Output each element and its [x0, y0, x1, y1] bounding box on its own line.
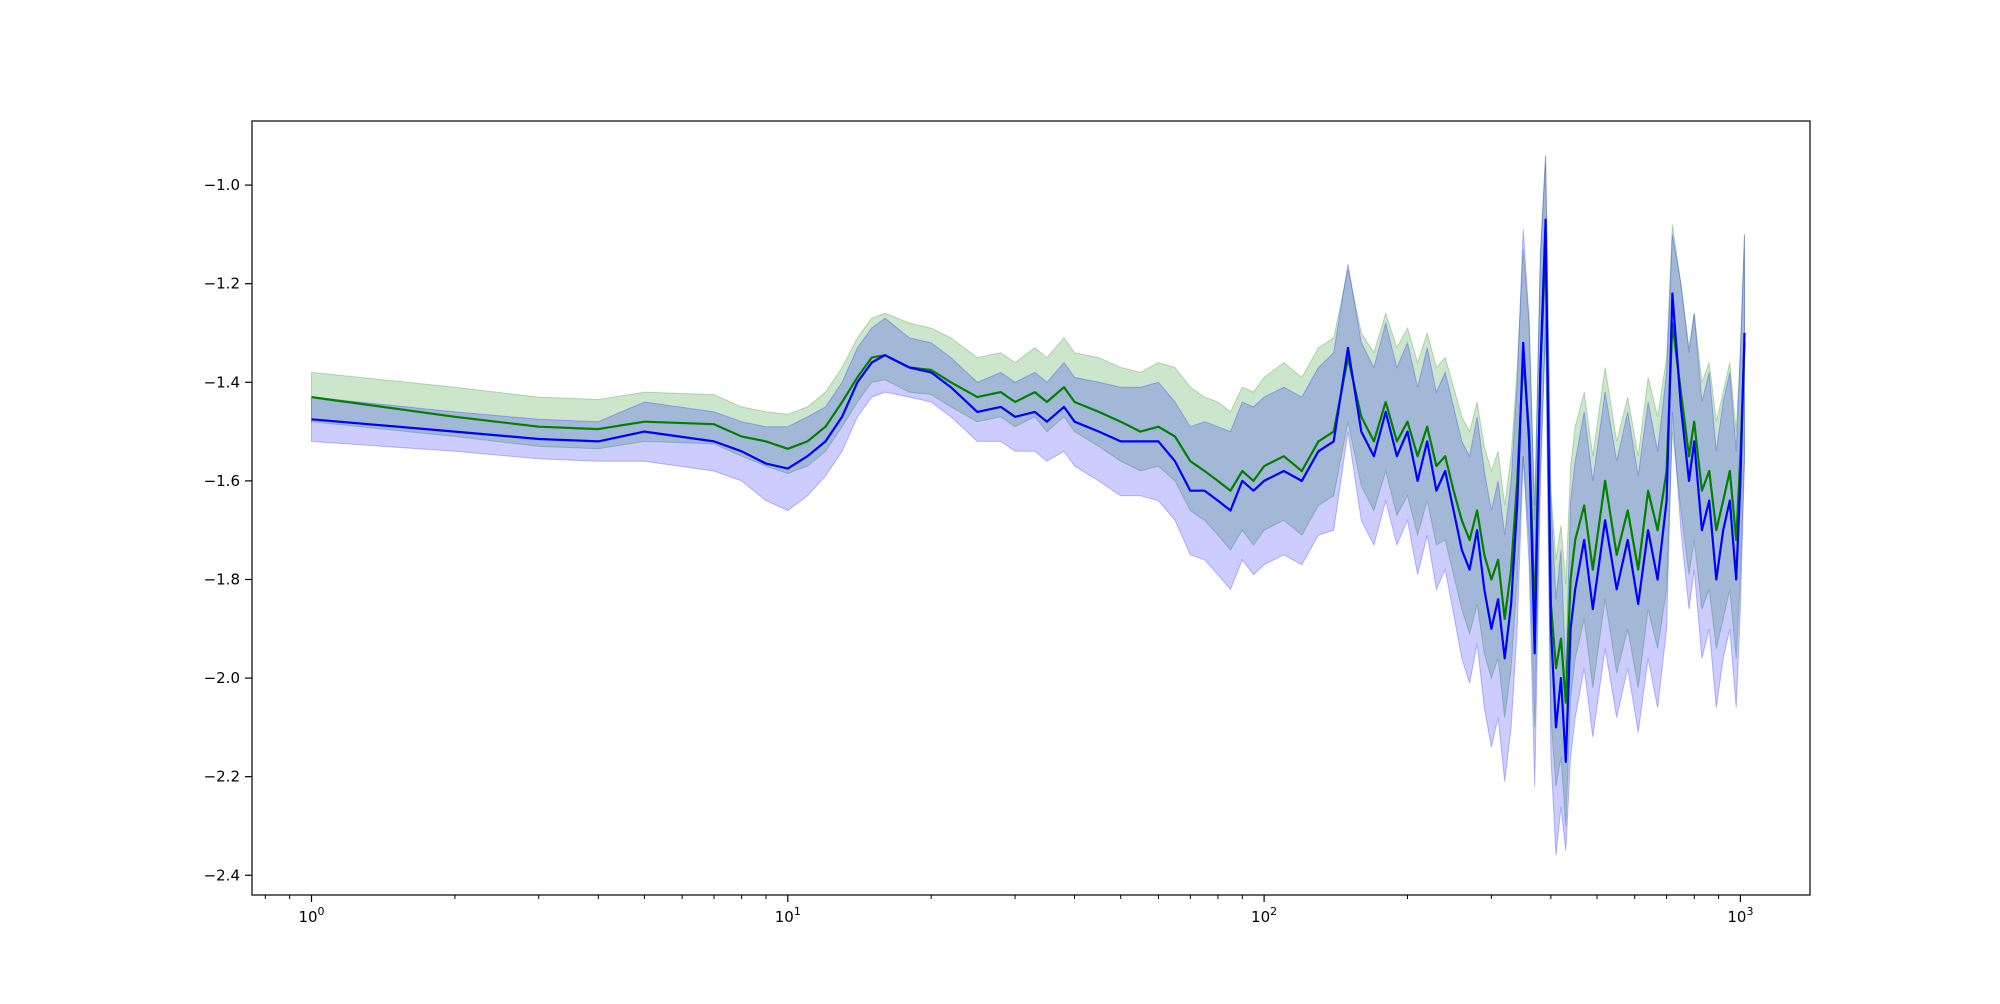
confidence-bands [311, 155, 1745, 856]
y-tick-label: −1.8 [204, 570, 240, 588]
y-tick-label: −2.2 [204, 768, 240, 786]
x-tick-label: 102 [1251, 905, 1277, 926]
series-2-band [311, 155, 1745, 856]
y-axis: −1.0 −1.2 −1.4 −1.6 −1.8 −2.0 −2.2 −2.4 [204, 176, 252, 884]
x-tick-label: 100 [298, 905, 324, 926]
x-tick-label: 103 [1727, 905, 1753, 926]
y-tick-label: −1.0 [204, 176, 240, 194]
plot-frame [251, 120, 1811, 896]
series-1-band [311, 155, 1745, 827]
y-tick-label: −2.0 [204, 669, 240, 687]
x-axis: 100 101 102 103 [264, 895, 1753, 926]
series-lines [311, 218, 1746, 764]
y-tick-label: −1.6 [204, 472, 240, 490]
y-tick-label: −1.4 [204, 373, 240, 391]
y-tick-label: −2.4 [204, 866, 240, 884]
series-2-line [311, 218, 1746, 764]
x-tick-label: 101 [775, 905, 801, 926]
y-tick-label: −1.2 [204, 275, 240, 293]
